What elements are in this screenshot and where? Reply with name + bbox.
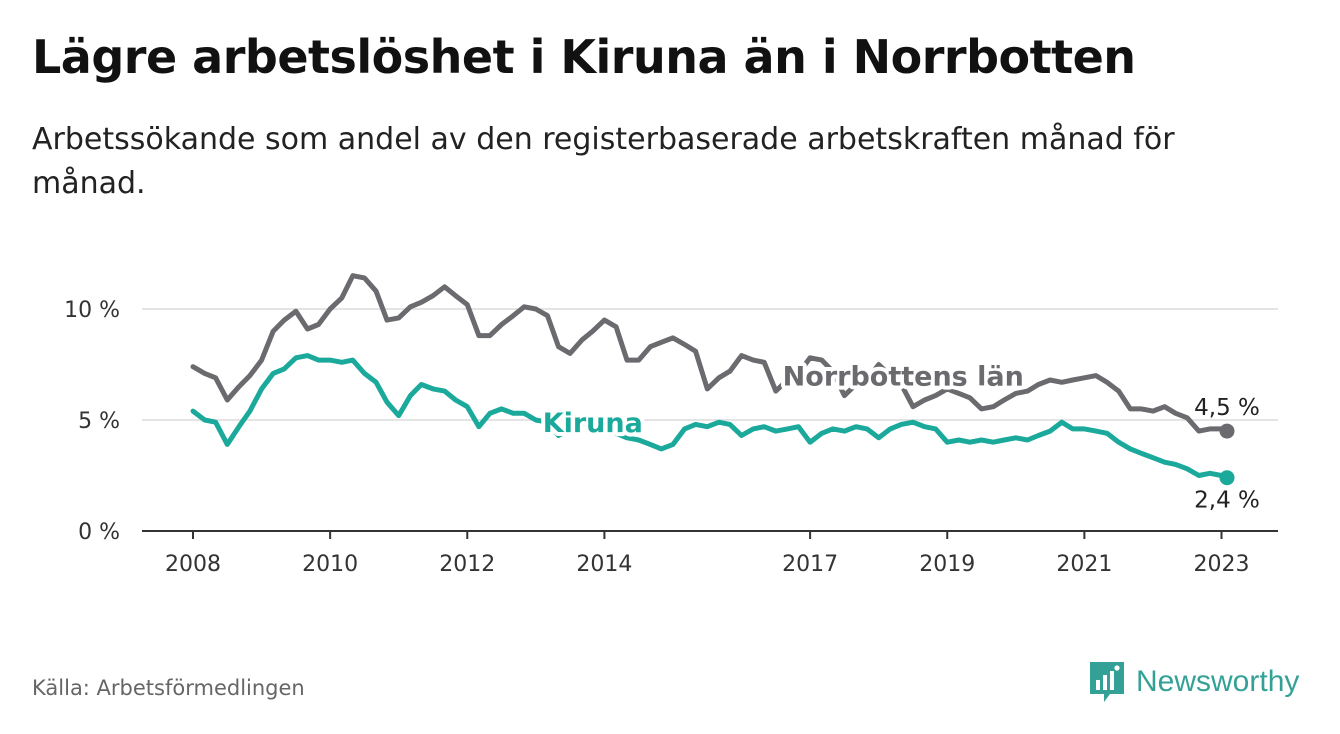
x-tick-label: 2008	[165, 552, 221, 577]
series-name-label: Norrbottens län	[783, 362, 1024, 393]
axis-layer: 0 % 5 % 10 % 2008 2010 2012 2014 2017 2019 2021 20…	[64, 298, 1278, 577]
brand-logo: Newsworthy	[1088, 660, 1299, 704]
x-tick-label: 2021	[1056, 552, 1112, 577]
label-layer: 4,5 % Norrbottens län 2,4 % Kiruna	[539, 358, 1260, 514]
series-end-point	[1219, 423, 1235, 439]
series-line-kiruna	[190, 353, 1230, 481]
x-tick-label: 2019	[919, 552, 975, 577]
series-layer	[190, 273, 1235, 486]
series-name-label: Kiruna	[543, 408, 643, 439]
y-tick-label: 10 %	[64, 298, 120, 323]
x-tick-label: 2017	[782, 552, 838, 577]
x-tick-label: 2012	[439, 552, 495, 577]
x-tick-label: 2010	[302, 552, 358, 577]
x-tick-label: 2023	[1194, 552, 1250, 577]
series-end-label: 2,4 %	[1194, 488, 1260, 514]
y-tick-label: 0 %	[78, 520, 120, 545]
series-end-point	[1219, 470, 1235, 486]
brand-name: Newsworthy	[1136, 665, 1300, 698]
series-line-norrbottens-län	[190, 273, 1230, 434]
series-end-label: 4,5 %	[1194, 395, 1260, 421]
chart-subtitle: Arbetssökande som andel av den registerb…	[32, 122, 1175, 201]
y-tick-label: 5 %	[78, 409, 120, 434]
source-note: Källa: Arbetsförmedlingen	[32, 676, 305, 700]
chart-title: Lägre arbetslöshet i Kiruna än i Norrbot…	[32, 30, 1136, 84]
x-tick-label: 2014	[576, 552, 632, 577]
newsworthy-logo-icon	[1090, 662, 1124, 702]
